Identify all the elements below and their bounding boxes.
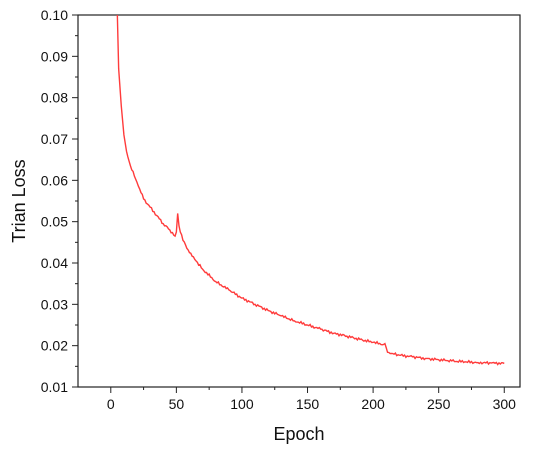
y-axis-ticks: 0.01 0.02 0.03 0.04 0.05 0.06 0.07 0.08 0.09 0.10 [41, 7, 78, 395]
y-tick-label: 0.02 [41, 338, 68, 354]
plot-frame [77, 14, 521, 388]
y-tick-label: 0.10 [41, 7, 68, 23]
y-tick-label: 0.03 [41, 296, 68, 312]
y-tick-label: 0.06 [41, 172, 68, 188]
y-tick-label: 0.07 [41, 131, 68, 147]
y-tick-label: 0.08 [41, 90, 68, 106]
x-tick-label: 50 [169, 396, 185, 412]
x-tick-label: 150 [296, 396, 320, 412]
y-tick-label: 0.04 [41, 255, 68, 271]
series-line-train-loss [116, 14, 505, 366]
y-tick-label: 0.09 [41, 48, 68, 64]
y-axis-title: Trian Loss [9, 159, 29, 242]
y-tick-label: 0.05 [41, 214, 68, 230]
x-tick-label: 300 [493, 396, 517, 412]
x-tick-label: 200 [361, 396, 385, 412]
x-tick-label: 100 [230, 396, 254, 412]
y-tick-label: 0.01 [41, 379, 68, 395]
x-tick-label: 0 [107, 396, 115, 412]
x-axis-title: Epoch [273, 424, 324, 444]
x-axis-ticks: 0 50 100 150 200 250 300 [107, 387, 516, 412]
x-tick-label: 250 [427, 396, 451, 412]
